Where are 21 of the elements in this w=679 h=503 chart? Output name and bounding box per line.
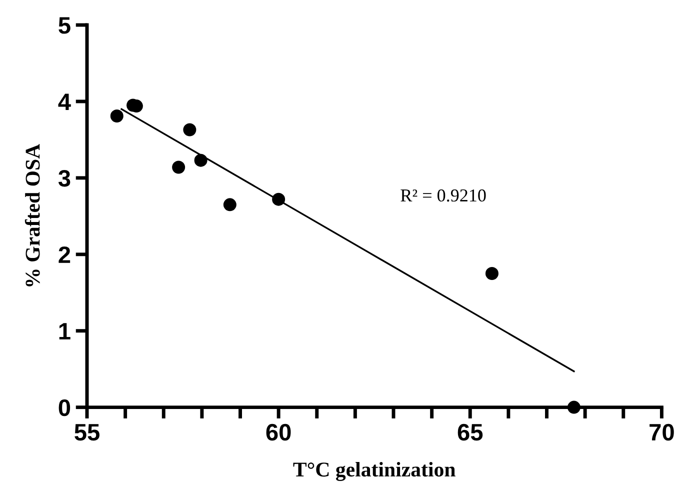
x-tick-label: 70: [650, 424, 674, 441]
point: [485, 266, 498, 280]
point: [172, 160, 186, 174]
x-axis-title: T°C gelatinization: [293, 462, 456, 482]
y-tick-label: 4: [58, 94, 71, 110]
x-tick-label: 55: [74, 424, 100, 441]
y-tick-label: 2: [58, 246, 70, 263]
annotation: R² = 0.9210: [400, 189, 486, 202]
point: [183, 123, 196, 136]
y-tick-label: 3: [58, 170, 70, 187]
point: [223, 198, 236, 212]
x-tick-label: 60: [266, 424, 291, 441]
point: [567, 400, 580, 414]
point: [194, 154, 208, 167]
y-axis-title: % Grafted OSA: [24, 144, 40, 286]
x-tick-label: 65: [458, 424, 483, 441]
point: [110, 109, 124, 122]
point: [272, 192, 286, 206]
y-tick-label: 0: [58, 399, 70, 416]
y-tick-label: 1: [59, 323, 70, 340]
y-tick-label: 5: [58, 17, 70, 34]
